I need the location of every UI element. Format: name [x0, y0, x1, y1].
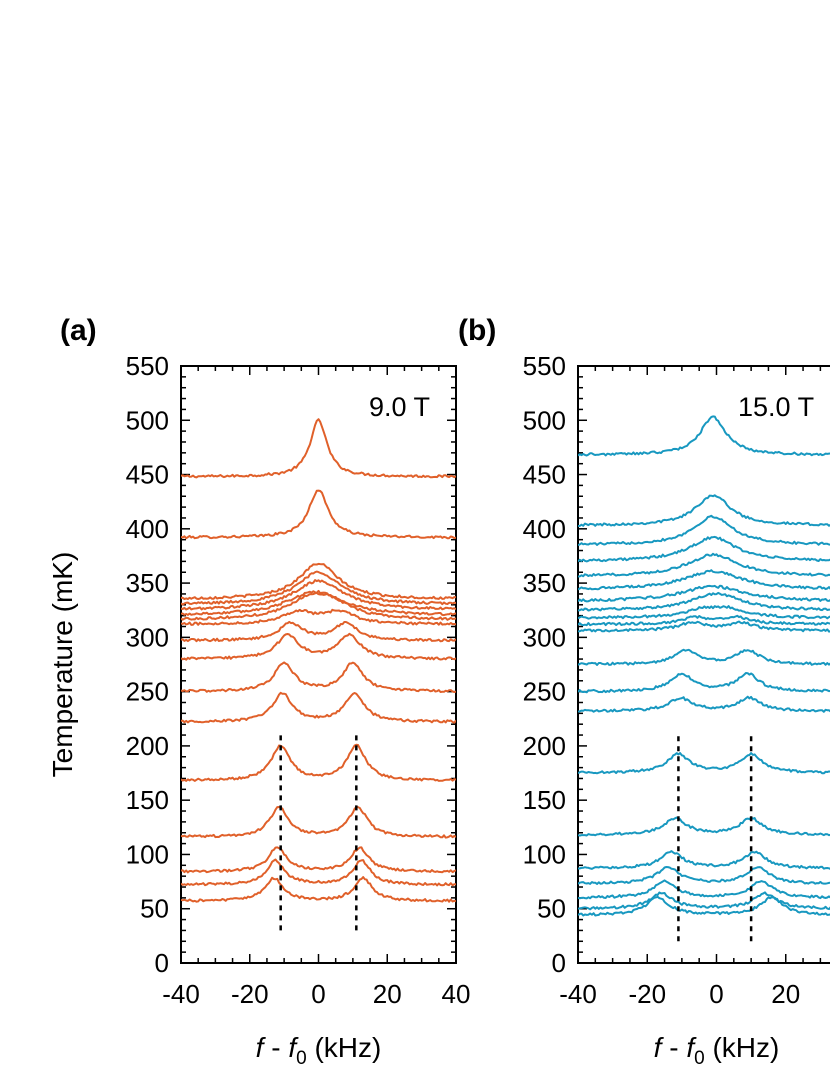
y-tick-label: 500 [523, 405, 566, 435]
y-tick-label: 450 [523, 460, 566, 490]
spectrum-trace [181, 418, 456, 479]
spectrum-trace [181, 579, 456, 611]
y-tick-label: 350 [126, 568, 169, 598]
y-tick-label: 100 [126, 839, 169, 869]
x-axis-title: f - f0 (kHz) [654, 1032, 780, 1069]
y-tick-label: 250 [126, 677, 169, 707]
y-tick-label: 50 [537, 894, 566, 924]
y-tick-label: 0 [552, 948, 566, 978]
y-tick-label: 200 [126, 731, 169, 761]
spectrum-trace [578, 648, 830, 666]
spectrum-trace [578, 879, 830, 900]
x-tick-label: 20 [771, 979, 800, 1009]
y-tick-label: 250 [523, 677, 566, 707]
spectrum-trace [578, 891, 830, 911]
spectrum-trace [181, 661, 456, 693]
panel-label: (a) [60, 314, 97, 347]
spectrum-trace [181, 876, 456, 903]
spectrum-trace [181, 591, 456, 621]
x-tick-label: 0 [311, 979, 325, 1009]
field-label: 15.0 T [738, 392, 814, 422]
y-tick-label: 50 [140, 894, 169, 924]
y-tick-label: 300 [523, 622, 566, 652]
y-tick-label: 500 [126, 405, 169, 435]
spectrum-trace [578, 866, 830, 885]
spectrum-trace [181, 608, 456, 626]
x-tick-label: -40 [559, 979, 597, 1009]
field-label: 9.0 T [369, 392, 430, 422]
spectrum-trace [181, 743, 456, 782]
x-tick-label: -20 [231, 979, 269, 1009]
x-tick-label: 40 [442, 979, 471, 1009]
spectrum-trace [181, 589, 456, 617]
y-tick-label: 550 [126, 351, 169, 381]
spectrum-trace [181, 570, 456, 606]
x-tick-label: -20 [628, 979, 666, 1009]
spectra-group [578, 415, 830, 917]
y-tick-label: 0 [155, 948, 169, 978]
spectrum-trace [578, 695, 830, 713]
spectrum-trace [578, 584, 830, 603]
x-tick-label: -40 [162, 979, 200, 1009]
spectrum-trace [578, 494, 830, 527]
y-tick-label: 300 [126, 622, 169, 652]
spectrum-trace [578, 672, 830, 694]
y-tick-label: 400 [523, 514, 566, 544]
y-tick-label: 150 [523, 785, 566, 815]
x-axis-title: f - f0 (kHz) [256, 1032, 382, 1069]
spectrum-trace [578, 614, 830, 627]
spectrum-trace [578, 535, 830, 563]
y-tick-label: 150 [126, 785, 169, 815]
spectrum-trace [578, 569, 830, 591]
y-tick-label: 200 [523, 731, 566, 761]
panel-label: (b) [458, 314, 496, 347]
y-tick-label: 400 [126, 514, 169, 544]
spectrum-trace [578, 605, 830, 620]
y-tick-label: 550 [523, 351, 566, 381]
panel-a: (a)050100150200250300350400450500550-40-… [47, 314, 470, 1069]
spectrum-trace [181, 846, 456, 874]
spectrum-trace [181, 632, 456, 661]
spectrum-trace [578, 850, 830, 870]
spectrum-trace [578, 895, 830, 917]
spectrum-trace [181, 858, 456, 887]
spectrum-trace [578, 415, 830, 457]
spectrum-trace [578, 620, 830, 633]
x-tick-label: 0 [709, 979, 723, 1009]
spectrum-trace [578, 752, 830, 775]
y-tick-label: 350 [523, 568, 566, 598]
plot-frame [180, 365, 457, 964]
y-tick-label: 450 [126, 460, 169, 490]
spectrum-trace [181, 562, 456, 600]
spectrum-trace [578, 514, 830, 547]
spectrum-trace [578, 591, 830, 612]
panel-b: (b)050100150200250300350400450500550-40-… [458, 314, 830, 1069]
spectrum-trace [181, 620, 456, 643]
x-tick-label: 20 [373, 979, 402, 1009]
spectrum-trace [578, 552, 830, 578]
y-tick-label: 100 [523, 839, 566, 869]
spectrum-trace [181, 806, 456, 839]
spectrum-trace [181, 691, 456, 724]
y-axis-title: Temperature (mK) [47, 552, 78, 778]
spectra-group [181, 418, 456, 903]
spectrum-trace [578, 816, 830, 837]
spectrum-trace [181, 489, 456, 540]
